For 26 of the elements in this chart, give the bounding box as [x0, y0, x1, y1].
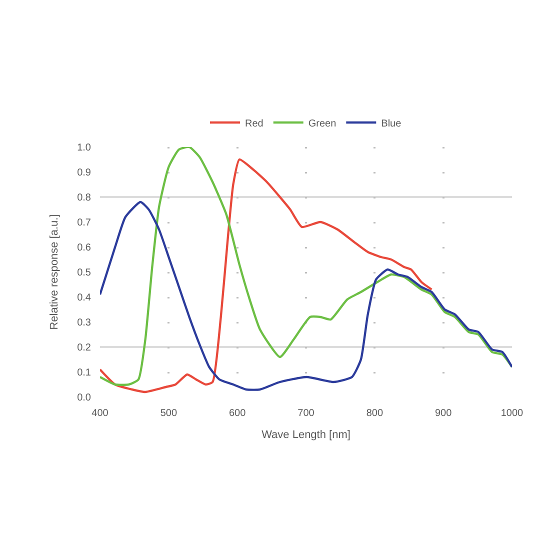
line-series [100, 200, 512, 391]
y-tick-label: 0.0 [77, 392, 92, 404]
y-tick-label: 0.6 [77, 242, 92, 254]
y-tick-label: 0.2 [77, 342, 92, 354]
x-axis-title: Wave Length [nm] [262, 429, 350, 442]
x-tick-label: 700 [298, 408, 315, 419]
legend-label: Red [245, 118, 264, 130]
y-tick-label: 0.4 [77, 292, 92, 304]
y-tick-label: 0.5 [77, 268, 92, 278]
legend-label: Green [308, 118, 336, 130]
x-tick-label: 800 [366, 408, 384, 419]
line-series [100, 147, 512, 386]
y-tick-label: 0.3 [77, 318, 92, 328]
y-tick-label: 1.0 [77, 142, 92, 154]
line-series [100, 158, 433, 394]
y-tick-label: 0.9 [77, 168, 92, 178]
x-tick-label: 900 [434, 408, 452, 419]
x-tick-label: 500 [160, 408, 178, 419]
y-tick-label: 0.1 [77, 368, 92, 378]
x-tick-label: 400 [92, 408, 109, 419]
legend-label: Blue [381, 118, 402, 130]
x-tick-label: 600 [228, 408, 246, 419]
y-tick-label: 0.8 [77, 192, 92, 204]
x-tick-label: 1000 [500, 408, 524, 419]
y-tick-label: 0.7 [77, 218, 92, 228]
y-axis-title: Relative response [a.u.] [48, 214, 61, 330]
